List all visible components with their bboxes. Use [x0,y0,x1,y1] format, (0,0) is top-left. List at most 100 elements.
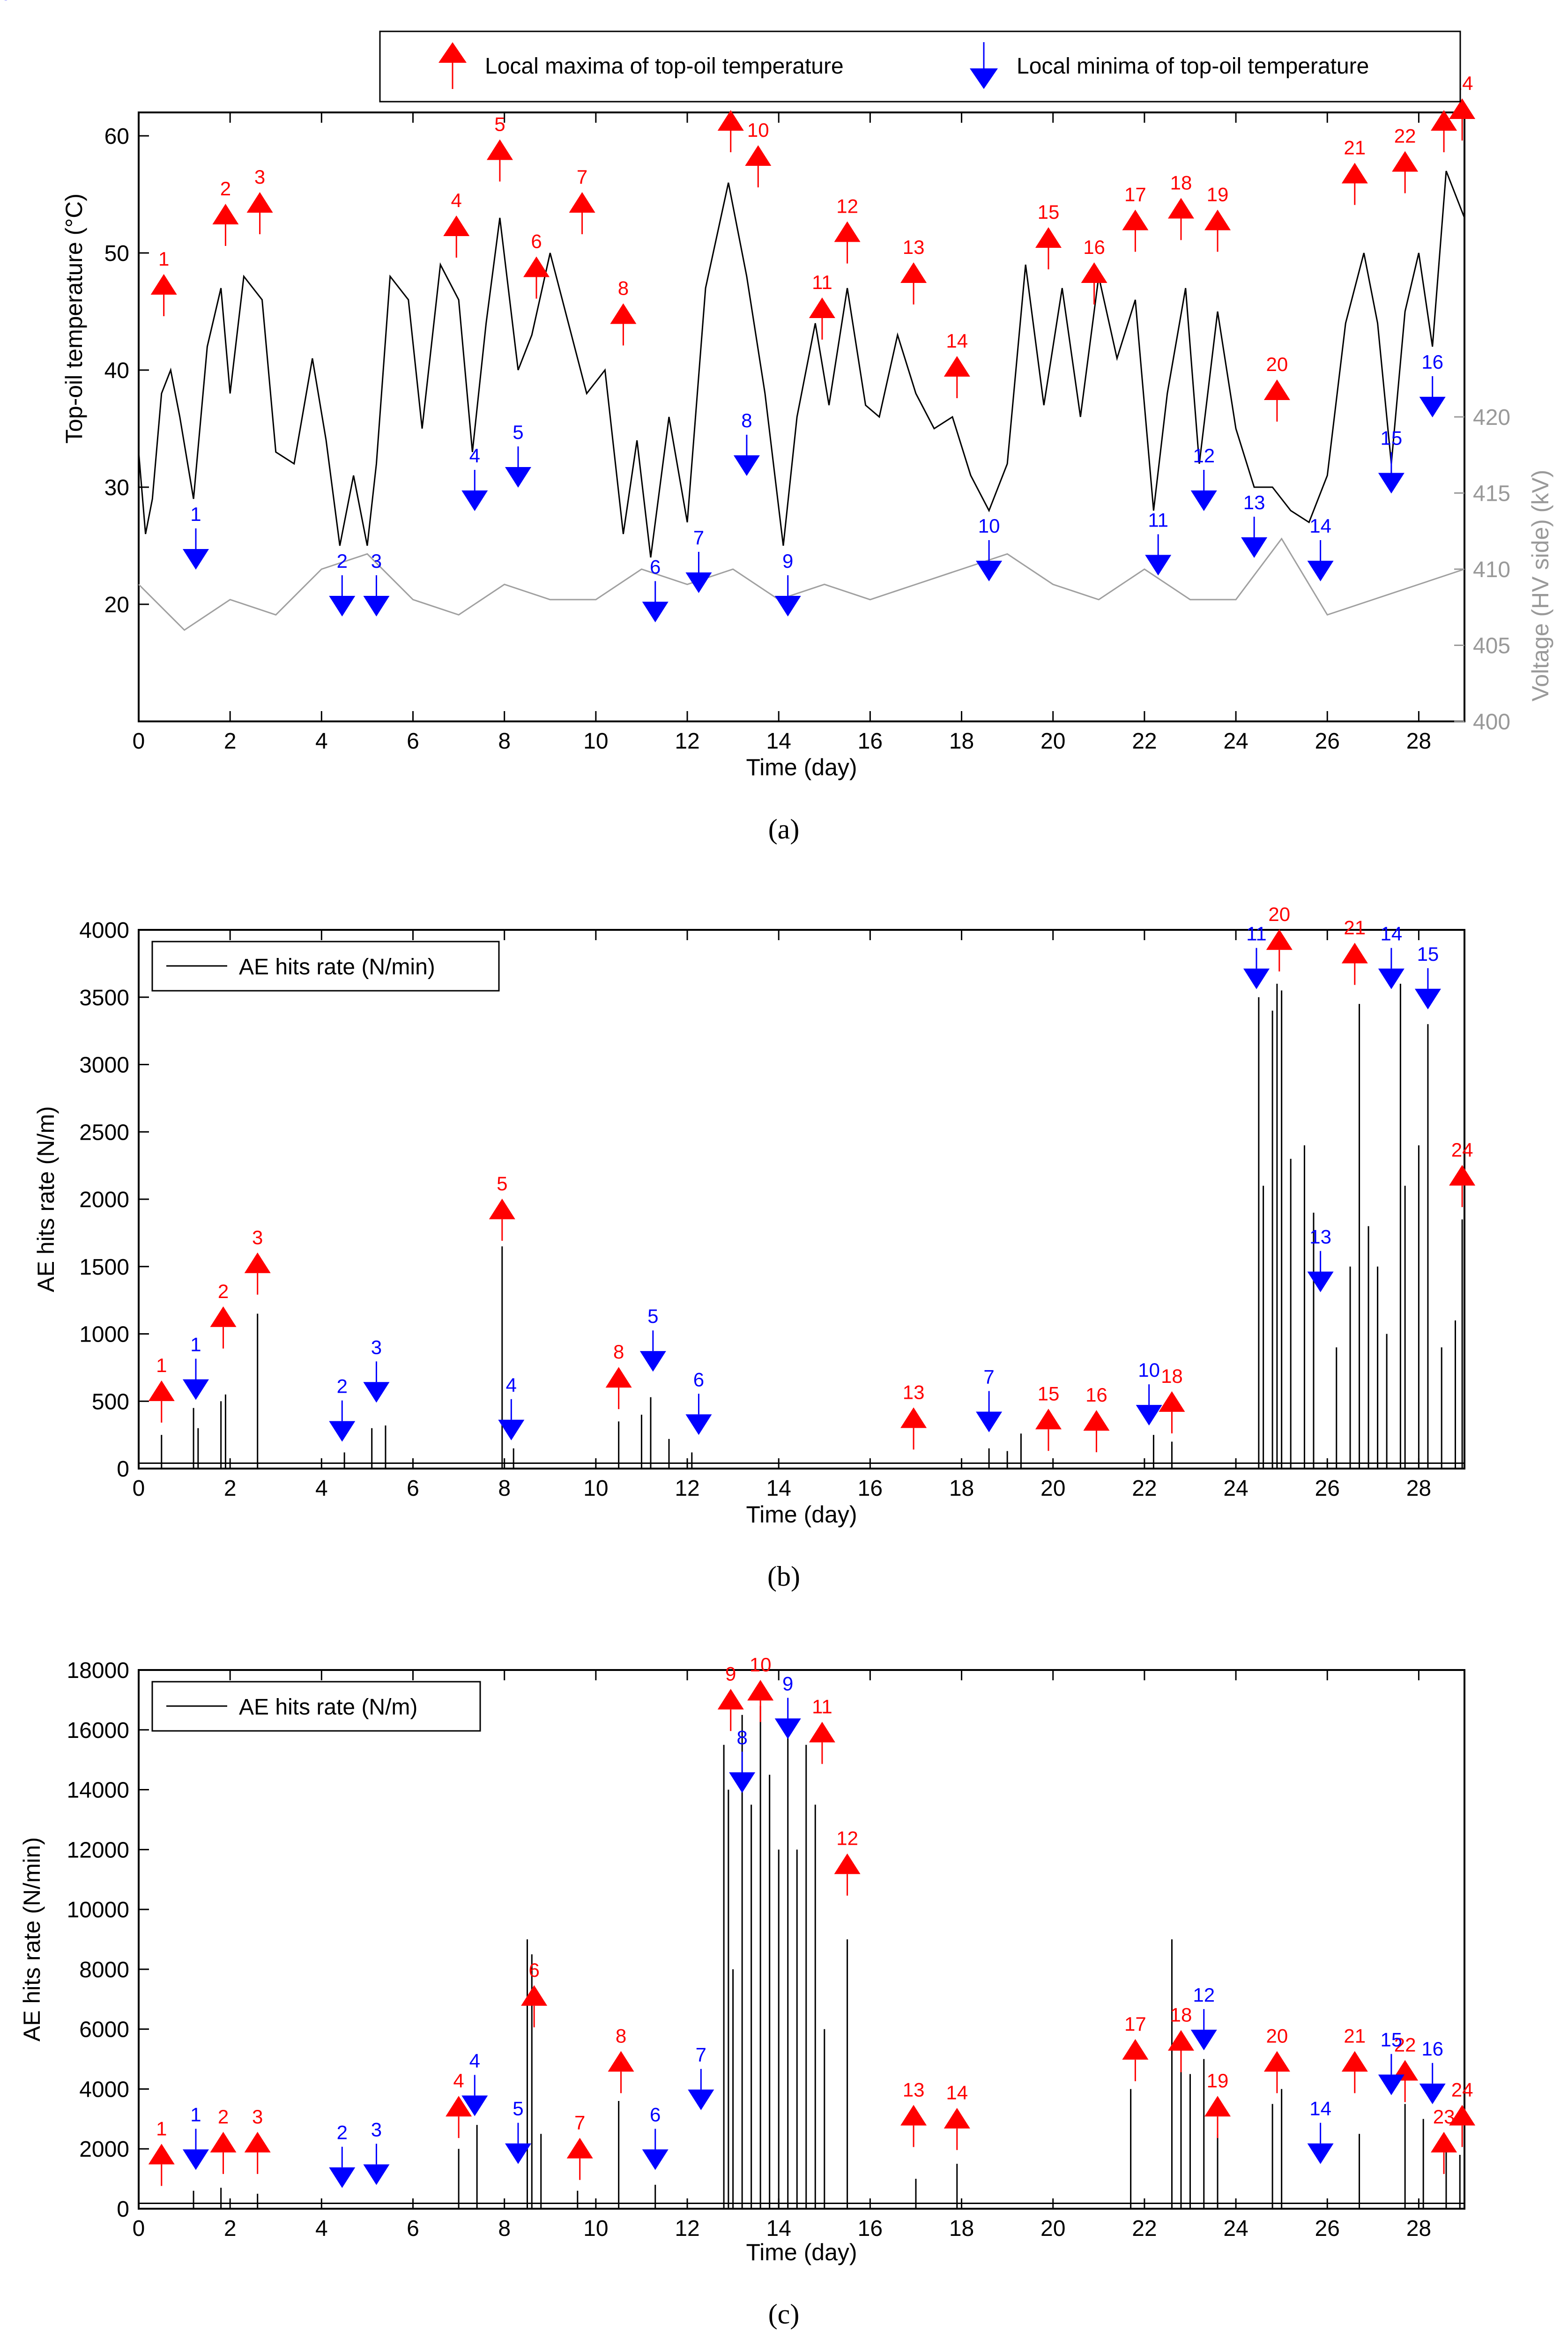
panel-a-y-axis-label: Top-oil temperature (°C) [61,193,87,444]
minimum-marker [976,561,1003,581]
x-tick-label: 0 [133,1476,145,1501]
maximum-marker [148,2144,175,2165]
maximum-label: 1 [156,2117,167,2139]
maximum-marker [747,1680,774,1701]
maximum-label: 10 [750,1654,772,1676]
maximum-marker [1204,2096,1231,2117]
minimum-marker [329,1421,356,1442]
maximum-marker [150,274,177,295]
maximum-label: 2 [218,1280,229,1302]
minimum-label: 12 [1193,1984,1215,2006]
panel-a-y2-axis-label: Voltage (HV side) (kV) [1527,470,1553,702]
minimum-marker [733,455,760,476]
maximum-label: 4 [453,2070,464,2092]
minimum-label: 16 [1421,2038,1443,2060]
maximum-marker [1449,2105,1476,2126]
minimum-marker [1307,2143,1334,2164]
panel-c-chart: 0 2 4 6 8 10 12 14 16 18 20 22 24 26 28 02000400060008… [19,1654,1476,2330]
maximum-label: 9 [725,1663,736,1685]
x-tick-label: 24 [1223,1476,1248,1501]
maximum-marker [900,262,927,283]
y-tick-label: 18000 [67,1658,129,1683]
x-tick-label: 6 [407,2216,419,2241]
minimum-marker [363,1382,390,1403]
minimum-label: 10 [978,515,1000,537]
y-tick-label: 6000 [79,2018,129,2042]
x-tick-label: 14 [766,1476,791,1501]
maximum-label: 16 [1085,1384,1107,1406]
minimum-label: 12 [1193,445,1215,467]
maximum-label: 7 [577,166,587,188]
y2-tick-label: 405 [1473,634,1510,659]
x-tick-label: 26 [1315,1476,1340,1501]
minimum-marker [685,572,712,593]
y-tick-label: 4000 [79,2077,129,2102]
maximum-label: 3 [252,2106,263,2128]
minimum-marker [329,596,356,616]
maximum-marker [1159,1391,1185,1412]
y-tick-label: 20 [104,593,129,617]
x-tick-label: 24 [1223,2216,1248,2241]
maximum-label: 20 [1266,353,1288,375]
maximum-label: 24 [1451,2078,1473,2100]
minimum-label: 7 [693,527,704,549]
legend-min-marker-icon [970,42,998,89]
panel-b-y-axis-label: AE hits rate (N/m) [33,1106,59,1292]
maximum-marker [1263,379,1290,400]
maximum-marker [809,1722,835,1743]
x-tick-label: 4 [315,729,328,754]
maximum-label: 15 [1038,1382,1060,1404]
minimum-label: 1 [190,503,201,525]
x-tick-label: 18 [949,729,974,754]
maximum-marker [1204,209,1231,230]
panel-b-x-ticks: 0 2 4 6 8 10 12 14 16 18 20 22 24 26 28 [133,930,1431,1501]
minimum-marker [498,1419,525,1440]
maximum-marker [1035,1409,1062,1430]
x-tick-label: 2 [224,729,237,754]
minimum-label: 3 [371,550,382,572]
y-tick-label: 16000 [67,1718,129,1743]
x-tick-label: 28 [1406,729,1431,754]
maximum-label: 3 [254,166,265,188]
minimum-label: 6 [650,556,661,578]
x-tick-label: 10 [583,729,608,754]
x-tick-label: 16 [858,729,883,754]
minimum-marker [976,1411,1003,1432]
x-tick-label: 14 [766,2216,791,2241]
y-tick-label: 0 [117,1457,129,1482]
maximum-marker [212,204,239,224]
maximum-marker [944,2108,970,2129]
maximum-label: 21 [1344,917,1366,939]
minimum-marker [1378,2074,1405,2095]
maximum-marker [1167,198,1194,219]
maximum-label: 2 [220,178,231,200]
maximum-label: 5 [494,113,505,135]
panel-a-x-ticks: 0 2 4 6 8 10 12 14 16 18 20 22 24 26 28 [133,112,1431,754]
maximum-label: 1 [158,248,169,270]
minimum-marker [1241,537,1268,558]
x-tick-label: 10 [583,1476,608,1501]
minimum-label: 11 [1246,923,1267,945]
maximum-marker [900,2105,927,2126]
minimum-label: 16 [0,0,11,4]
x-tick-label: 12 [675,729,699,754]
maximum-marker [521,1985,548,2006]
minimum-label: 15 [1417,943,1439,965]
panel-c-legend: AE hits rate (N/m) [151,1681,481,1732]
minimum-marker [1419,2083,1446,2104]
minimum-marker [774,596,801,616]
panel-a-x-axis-label: Time (day) [746,754,857,780]
maximum-label: 5 [497,1173,507,1195]
panel-c-plot-area [138,1669,1465,2210]
minimum-label: 14 [1309,2098,1331,2120]
maximum-marker [1167,2030,1194,2051]
minimum-label: 5 [513,2098,523,2120]
x-tick-label: 4 [315,1476,328,1501]
maximum-marker [1449,1165,1476,1186]
minimum-label: 14 [1309,515,1331,537]
y-tick-label: 3500 [79,986,129,1010]
maximum-marker [523,256,550,277]
maximum-marker [1392,151,1419,172]
minimum-label: 2 [337,2122,348,2144]
